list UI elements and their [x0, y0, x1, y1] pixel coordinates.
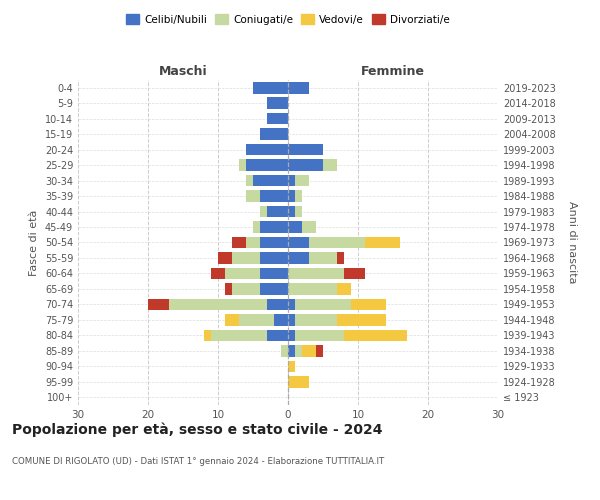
Bar: [344, 330, 407, 341]
Bar: [246, 160, 288, 171]
Bar: [288, 175, 295, 186]
Bar: [302, 221, 316, 233]
Bar: [253, 221, 260, 233]
Bar: [295, 175, 309, 186]
Bar: [267, 113, 288, 124]
Bar: [337, 314, 386, 326]
Bar: [232, 252, 260, 264]
Bar: [295, 314, 337, 326]
Bar: [260, 268, 288, 280]
Bar: [295, 345, 302, 356]
Bar: [288, 283, 337, 294]
Y-axis label: Anni di nascita: Anni di nascita: [566, 201, 577, 284]
Bar: [295, 190, 302, 202]
Bar: [288, 82, 309, 94]
Bar: [288, 330, 295, 341]
Bar: [288, 236, 309, 248]
Bar: [288, 298, 295, 310]
Bar: [260, 252, 288, 264]
Bar: [246, 144, 288, 156]
Bar: [288, 221, 302, 233]
Bar: [260, 283, 288, 294]
Bar: [323, 160, 337, 171]
Bar: [288, 360, 295, 372]
Bar: [288, 376, 309, 388]
Text: Maschi: Maschi: [158, 66, 208, 78]
Bar: [204, 330, 211, 341]
Bar: [302, 345, 316, 356]
Bar: [246, 175, 253, 186]
Bar: [288, 190, 295, 202]
Bar: [351, 298, 386, 310]
Text: COMUNE DI RIGOLATO (UD) - Dati ISTAT 1° gennaio 2024 - Elaborazione TUTTITALIA.I: COMUNE DI RIGOLATO (UD) - Dati ISTAT 1° …: [12, 458, 384, 466]
Bar: [288, 206, 295, 218]
Bar: [288, 268, 344, 280]
Bar: [211, 268, 225, 280]
Bar: [260, 190, 288, 202]
Bar: [232, 236, 246, 248]
Bar: [337, 252, 344, 264]
Bar: [239, 160, 246, 171]
Bar: [239, 314, 274, 326]
Bar: [295, 206, 302, 218]
Legend: Celibi/Nubili, Coniugati/e, Vedovi/e, Divorziati/e: Celibi/Nubili, Coniugati/e, Vedovi/e, Di…: [122, 10, 454, 29]
Bar: [288, 160, 323, 171]
Bar: [225, 314, 239, 326]
Bar: [344, 268, 365, 280]
Bar: [288, 314, 295, 326]
Y-axis label: Fasce di età: Fasce di età: [29, 210, 39, 276]
Bar: [260, 128, 288, 140]
Bar: [309, 252, 337, 264]
Bar: [267, 298, 288, 310]
Bar: [316, 345, 323, 356]
Bar: [232, 283, 260, 294]
Bar: [211, 330, 267, 341]
Bar: [148, 298, 169, 310]
Bar: [225, 268, 260, 280]
Text: Femmine: Femmine: [361, 66, 425, 78]
Bar: [253, 82, 288, 94]
Bar: [260, 221, 288, 233]
Bar: [246, 236, 260, 248]
Bar: [337, 283, 351, 294]
Bar: [267, 206, 288, 218]
Bar: [288, 345, 295, 356]
Bar: [274, 314, 288, 326]
Bar: [365, 236, 400, 248]
Bar: [295, 298, 351, 310]
Text: Popolazione per età, sesso e stato civile - 2024: Popolazione per età, sesso e stato civil…: [12, 422, 383, 437]
Bar: [260, 236, 288, 248]
Bar: [225, 283, 232, 294]
Bar: [218, 252, 232, 264]
Bar: [288, 144, 323, 156]
Bar: [267, 330, 288, 341]
Bar: [253, 175, 288, 186]
Bar: [267, 98, 288, 109]
Bar: [169, 298, 267, 310]
Bar: [309, 236, 365, 248]
Bar: [288, 252, 309, 264]
Bar: [281, 345, 288, 356]
Bar: [260, 206, 267, 218]
Bar: [246, 190, 260, 202]
Bar: [295, 330, 344, 341]
